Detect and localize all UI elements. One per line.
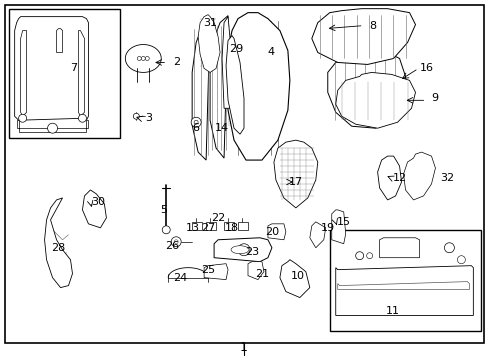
Polygon shape	[78, 31, 84, 116]
Circle shape	[191, 117, 201, 127]
Text: 5: 5	[160, 205, 166, 215]
Polygon shape	[309, 222, 325, 248]
Polygon shape	[335, 72, 415, 128]
Text: 11: 11	[385, 306, 399, 316]
Polygon shape	[57, 28, 62, 53]
Circle shape	[366, 253, 372, 259]
Polygon shape	[311, 9, 415, 64]
Circle shape	[78, 114, 86, 122]
Circle shape	[47, 123, 58, 133]
Polygon shape	[403, 152, 435, 200]
Polygon shape	[20, 31, 26, 116]
Text: 25: 25	[201, 265, 215, 275]
Polygon shape	[379, 238, 419, 258]
Text: 18: 18	[224, 223, 239, 233]
Polygon shape	[273, 140, 317, 208]
Text: 8: 8	[368, 21, 375, 31]
Polygon shape	[267, 224, 285, 240]
Text: 28: 28	[51, 243, 65, 253]
Text: 4: 4	[267, 48, 274, 58]
Bar	[238, 222, 247, 230]
Polygon shape	[225, 36, 244, 134]
Polygon shape	[335, 266, 472, 315]
Text: 15: 15	[336, 217, 350, 227]
Circle shape	[456, 256, 465, 264]
Polygon shape	[15, 17, 88, 120]
Polygon shape	[17, 120, 88, 132]
Text: 6: 6	[192, 123, 199, 133]
Polygon shape	[203, 264, 227, 280]
Text: 22: 22	[210, 213, 225, 223]
Polygon shape	[192, 19, 210, 160]
Text: 17: 17	[288, 177, 302, 187]
Circle shape	[162, 226, 170, 234]
Bar	[205, 222, 216, 230]
Circle shape	[171, 237, 181, 247]
Polygon shape	[214, 238, 271, 262]
Text: 3: 3	[144, 113, 151, 123]
Circle shape	[444, 243, 453, 253]
Text: 12: 12	[392, 173, 406, 183]
Text: 24: 24	[173, 273, 187, 283]
Text: 32: 32	[440, 173, 453, 183]
Text: 2: 2	[172, 58, 180, 67]
Text: 1: 1	[240, 341, 247, 354]
Circle shape	[145, 57, 149, 60]
Text: 20: 20	[264, 227, 279, 237]
Polygon shape	[337, 282, 468, 289]
Polygon shape	[44, 198, 72, 288]
Text: 19: 19	[320, 223, 334, 233]
Circle shape	[355, 252, 363, 260]
Text: 26: 26	[165, 241, 179, 251]
Bar	[9, 9, 120, 138]
Text: 16: 16	[419, 63, 432, 73]
Text: 30: 30	[91, 197, 105, 207]
Text: 31: 31	[203, 18, 217, 28]
Text: 27: 27	[201, 223, 215, 233]
Polygon shape	[247, 262, 264, 280]
Polygon shape	[82, 190, 106, 228]
Text: 23: 23	[244, 247, 259, 257]
Bar	[192, 222, 202, 230]
Text: 29: 29	[228, 44, 243, 54]
Circle shape	[137, 57, 141, 60]
Polygon shape	[377, 156, 401, 200]
Bar	[224, 222, 234, 230]
Text: 9: 9	[430, 93, 437, 103]
Polygon shape	[331, 210, 345, 244]
Circle shape	[19, 114, 26, 122]
Circle shape	[133, 113, 139, 119]
Polygon shape	[222, 17, 232, 108]
Polygon shape	[210, 15, 227, 158]
Circle shape	[174, 240, 178, 244]
Ellipse shape	[230, 246, 248, 254]
Text: 21: 21	[254, 269, 268, 279]
Text: 13: 13	[186, 223, 200, 233]
Text: 7: 7	[70, 63, 77, 73]
Polygon shape	[279, 260, 309, 298]
Polygon shape	[198, 15, 220, 72]
Text: 10: 10	[290, 271, 304, 281]
Bar	[329, 230, 480, 332]
Text: 14: 14	[215, 123, 229, 133]
Polygon shape	[225, 13, 289, 160]
Circle shape	[194, 120, 198, 124]
Polygon shape	[327, 49, 405, 128]
Circle shape	[141, 57, 145, 60]
Circle shape	[238, 244, 249, 256]
Polygon shape	[125, 45, 161, 72]
